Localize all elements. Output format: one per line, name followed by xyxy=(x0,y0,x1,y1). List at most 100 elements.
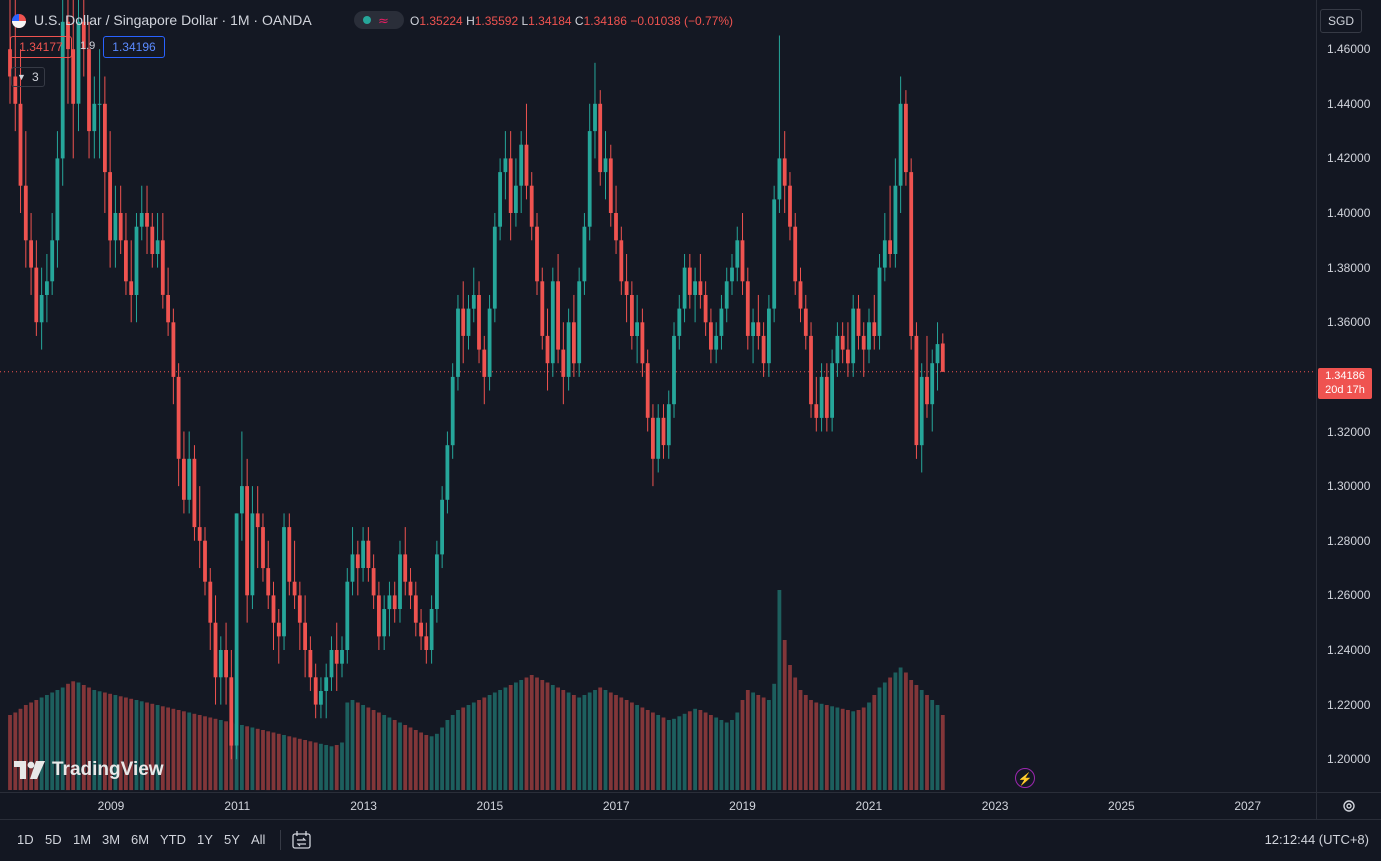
candle xyxy=(182,431,186,514)
volume-bar xyxy=(319,743,323,791)
volume-bar xyxy=(171,708,176,791)
volume-bar xyxy=(313,742,318,790)
volume-bar xyxy=(76,682,81,790)
volume-bar xyxy=(661,717,666,790)
volume-bar xyxy=(371,710,376,790)
volume-bar xyxy=(382,715,387,790)
candle xyxy=(698,253,703,309)
candle xyxy=(150,213,155,268)
candle xyxy=(819,363,824,432)
year-tick-label: 2011 xyxy=(224,799,251,813)
price-tick-label: 1.20000 xyxy=(1327,752,1371,767)
candle xyxy=(292,540,297,610)
candle xyxy=(440,486,444,569)
candle xyxy=(250,486,255,610)
close-value: 1.34186 xyxy=(583,14,627,28)
volume-bar xyxy=(735,712,740,790)
candle xyxy=(672,322,676,418)
tradingview-logo[interactable]: TradingView xyxy=(14,758,164,782)
volume-bar xyxy=(350,700,355,790)
volume-bar xyxy=(835,707,840,790)
volume-bar xyxy=(524,677,529,790)
range-button-6m[interactable]: 6M xyxy=(131,832,150,847)
candle xyxy=(271,581,276,650)
time-axis[interactable]: 2009 2011 2013 2015 2017 2019 2021 2023 2025 2027 xyxy=(0,792,1316,819)
candle xyxy=(651,404,655,487)
volume-bar xyxy=(709,715,713,790)
volume-bar xyxy=(398,722,402,790)
indicators-toggle[interactable]: ▼ 3 xyxy=(11,67,45,87)
volume-bar xyxy=(545,682,550,790)
spread-value: 1.9 xyxy=(80,40,96,52)
price-chart[interactable] xyxy=(0,0,1316,792)
price-tick-label: 1.30000 xyxy=(1327,479,1371,494)
chart-settings-corner[interactable] xyxy=(1316,792,1381,819)
candle xyxy=(814,376,819,432)
symbol-title[interactable]: U.S. Dollar / Singapore Dollar · 1M · OA… xyxy=(34,12,312,28)
volume-bar xyxy=(129,698,134,791)
year-tick-label: 2023 xyxy=(981,799,1009,813)
volume-bar xyxy=(803,695,808,790)
chevron-down-icon: ▼ xyxy=(17,72,26,82)
range-button-ytd[interactable]: YTD xyxy=(160,832,186,847)
candle xyxy=(108,131,112,268)
range-button-5d[interactable]: 5D xyxy=(45,832,62,847)
volume-bar xyxy=(60,687,65,790)
volume-bar xyxy=(909,680,914,790)
candle xyxy=(245,458,249,623)
volume-bar xyxy=(651,712,655,790)
currency-selector[interactable]: SGD xyxy=(1320,9,1362,33)
candle xyxy=(888,185,892,268)
range-button-1m[interactable]: 1M xyxy=(73,832,92,847)
price-tick-label: 1.40000 xyxy=(1327,206,1371,221)
volume-bar xyxy=(271,732,276,790)
candle xyxy=(661,404,666,459)
candle xyxy=(614,185,618,254)
candle xyxy=(767,294,771,377)
volume-bar xyxy=(793,677,798,790)
range-button-1d[interactable]: 1D xyxy=(17,832,34,847)
candle xyxy=(234,513,239,760)
chart-area[interactable] xyxy=(0,0,1316,792)
low-label: L xyxy=(521,14,529,28)
candle xyxy=(893,158,898,268)
volume-bar xyxy=(767,700,771,790)
candle xyxy=(361,527,365,582)
candle xyxy=(904,90,908,186)
volume-bar xyxy=(139,701,144,791)
candle xyxy=(366,527,371,582)
candle xyxy=(793,213,798,295)
compare-dates-icon[interactable] xyxy=(291,830,313,850)
sell-price-button[interactable]: 1.34177 xyxy=(10,36,72,58)
buy-price-button[interactable]: 1.34196 xyxy=(103,36,165,58)
volume-bar xyxy=(714,717,719,790)
volume-bar xyxy=(624,700,629,790)
volume-bar xyxy=(340,742,344,790)
candle xyxy=(203,527,207,596)
volume-bar xyxy=(18,708,23,791)
range-button-5y[interactable]: 5Y xyxy=(224,832,240,847)
range-button-all[interactable]: All xyxy=(251,832,266,847)
volume-bar xyxy=(877,687,882,790)
candle xyxy=(345,568,350,664)
price-tick-label: 1.36000 xyxy=(1327,315,1371,330)
candle xyxy=(693,267,697,323)
candle xyxy=(392,581,397,623)
candle xyxy=(587,103,592,241)
lightning-icon[interactable]: ⚡ xyxy=(1015,768,1035,788)
range-button-3m[interactable]: 3M xyxy=(102,832,121,847)
us-sg-flag-icon xyxy=(12,14,26,28)
volume-bar xyxy=(445,720,450,790)
candle xyxy=(18,49,23,214)
candle xyxy=(709,308,713,364)
volume-bar xyxy=(192,713,197,791)
candle xyxy=(798,267,803,323)
timezone-clock[interactable]: 12:12:44 (UTC+8) xyxy=(1264,832,1369,847)
market-status-pill[interactable]: ≈ xyxy=(354,11,404,29)
volume-bar xyxy=(134,700,139,790)
volume-bar xyxy=(334,745,339,790)
volume-bar xyxy=(155,705,160,790)
candle xyxy=(171,308,176,405)
gear-icon[interactable] xyxy=(1341,798,1357,814)
range-button-1y[interactable]: 1Y xyxy=(197,832,213,847)
